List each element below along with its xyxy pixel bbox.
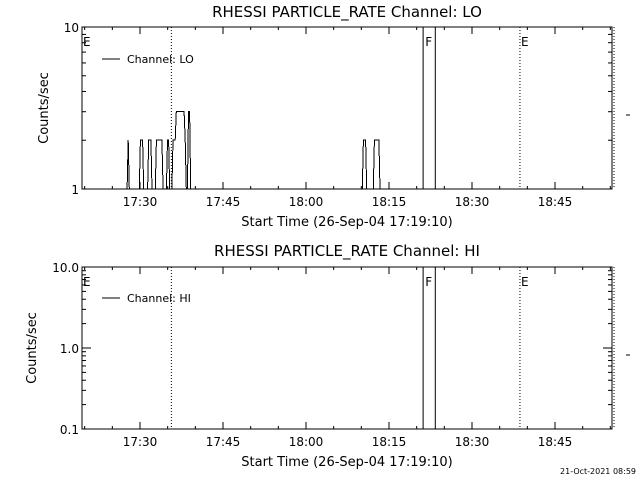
panel-hi-xlabel: Start Time (26-Sep-04 17:19:10) xyxy=(241,455,452,470)
panel-lo-x-tick-label: 18:45 xyxy=(538,195,573,209)
panel-hi-x-tick-label: 18:30 xyxy=(455,435,490,449)
panel-hi-ylabel: Counts/sec xyxy=(25,312,40,384)
chart-marks: 17:30 17:45 18:00 18:15 18:30 18:45 1 10 E F E 17:3… xyxy=(52,21,631,449)
panel-lo-event-label: E xyxy=(83,35,91,49)
panel-hi-y-tick-label: 10.0 xyxy=(52,261,79,275)
panel-lo-legend-label: Channel: LO xyxy=(127,53,194,66)
panel-lo-x-tick-label: 17:45 xyxy=(206,195,241,209)
panel-lo-x-tick-label: 17:30 xyxy=(123,195,158,209)
panel-lo-event-label: F xyxy=(425,35,432,49)
panel-hi-event-label: F xyxy=(425,275,432,289)
panel-hi-y-tick-label: 0.1 xyxy=(60,423,79,437)
panel-hi-legend-label: Channel: HI xyxy=(127,292,191,305)
panel-lo-title: RHESSI PARTICLE_RATE Channel: LO xyxy=(212,3,482,22)
panel-lo-ylabel: Counts/sec xyxy=(37,72,52,144)
panel-hi-x-tick-label: 18:45 xyxy=(538,435,573,449)
panel-lo-xlabel: Start Time (26-Sep-04 17:19:10) xyxy=(241,215,452,230)
panel-lo-y-tick-label: 1 xyxy=(71,183,79,197)
panel-lo-event-label: E xyxy=(521,35,529,49)
panel-lo-x-tick-label: 18:30 xyxy=(455,195,490,209)
panel-hi-y-tick-label: 1.0 xyxy=(60,342,79,356)
panel-hi-event-label: E xyxy=(83,275,91,289)
panel-hi-title: RHESSI PARTICLE_RATE Channel: HI xyxy=(214,242,480,261)
panel-lo-series-line xyxy=(126,111,381,190)
panel-lo-y-tick-label: 10 xyxy=(64,21,79,35)
panel-hi-x-tick-label: 17:30 xyxy=(123,435,158,449)
panel-lo-x-tick-label: 18:00 xyxy=(289,195,324,209)
panel-lo-x-tick-label: 18:15 xyxy=(372,195,407,209)
panel-hi-x-tick-label: 17:45 xyxy=(206,435,241,449)
date-stamp: 21-Oct-2021 08:59 xyxy=(560,467,636,476)
panel-hi-x-tick-label: 18:00 xyxy=(289,435,324,449)
panel-hi-x-tick-label: 18:15 xyxy=(372,435,407,449)
panel-hi-event-label: E xyxy=(521,275,529,289)
